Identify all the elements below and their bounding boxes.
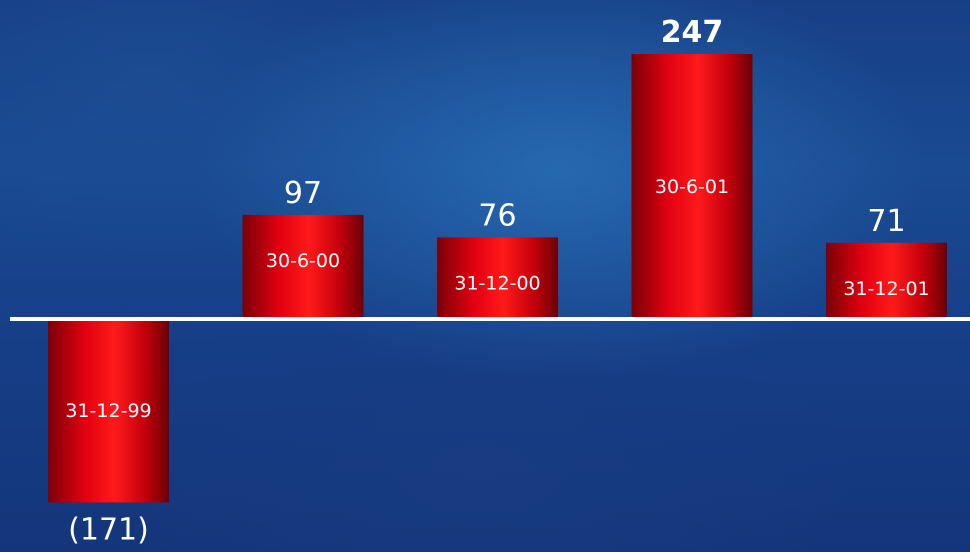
bar-31-12-01: [826, 242, 947, 319]
labels-group: (171) 31-12-99 97 30-6-00 76 31-12-00 247 30-6-…: [65, 15, 929, 547]
bar-30-6-01: [631, 53, 753, 319]
category-label-30-6-00: 30-6-00: [266, 250, 340, 272]
value-label-30-6-00: 97: [284, 176, 322, 211]
bars-group: [48, 53, 947, 503]
bar-31-12-00: [437, 237, 558, 319]
value-label-31-12-01: 71: [867, 204, 905, 239]
category-label-31-12-01: 31-12-01: [843, 278, 929, 300]
category-label-31-12-99: 31-12-99: [65, 400, 151, 422]
category-label-31-12-00: 31-12-00: [454, 272, 540, 294]
bar-30-6-00: [242, 214, 364, 319]
category-label-30-6-01: 30-6-01: [655, 176, 729, 198]
value-label-31-12-99: (171): [68, 512, 149, 547]
bar-31-12-99: [48, 319, 169, 503]
value-label-30-6-01: 247: [661, 15, 724, 50]
value-label-31-12-00: 76: [478, 198, 516, 233]
